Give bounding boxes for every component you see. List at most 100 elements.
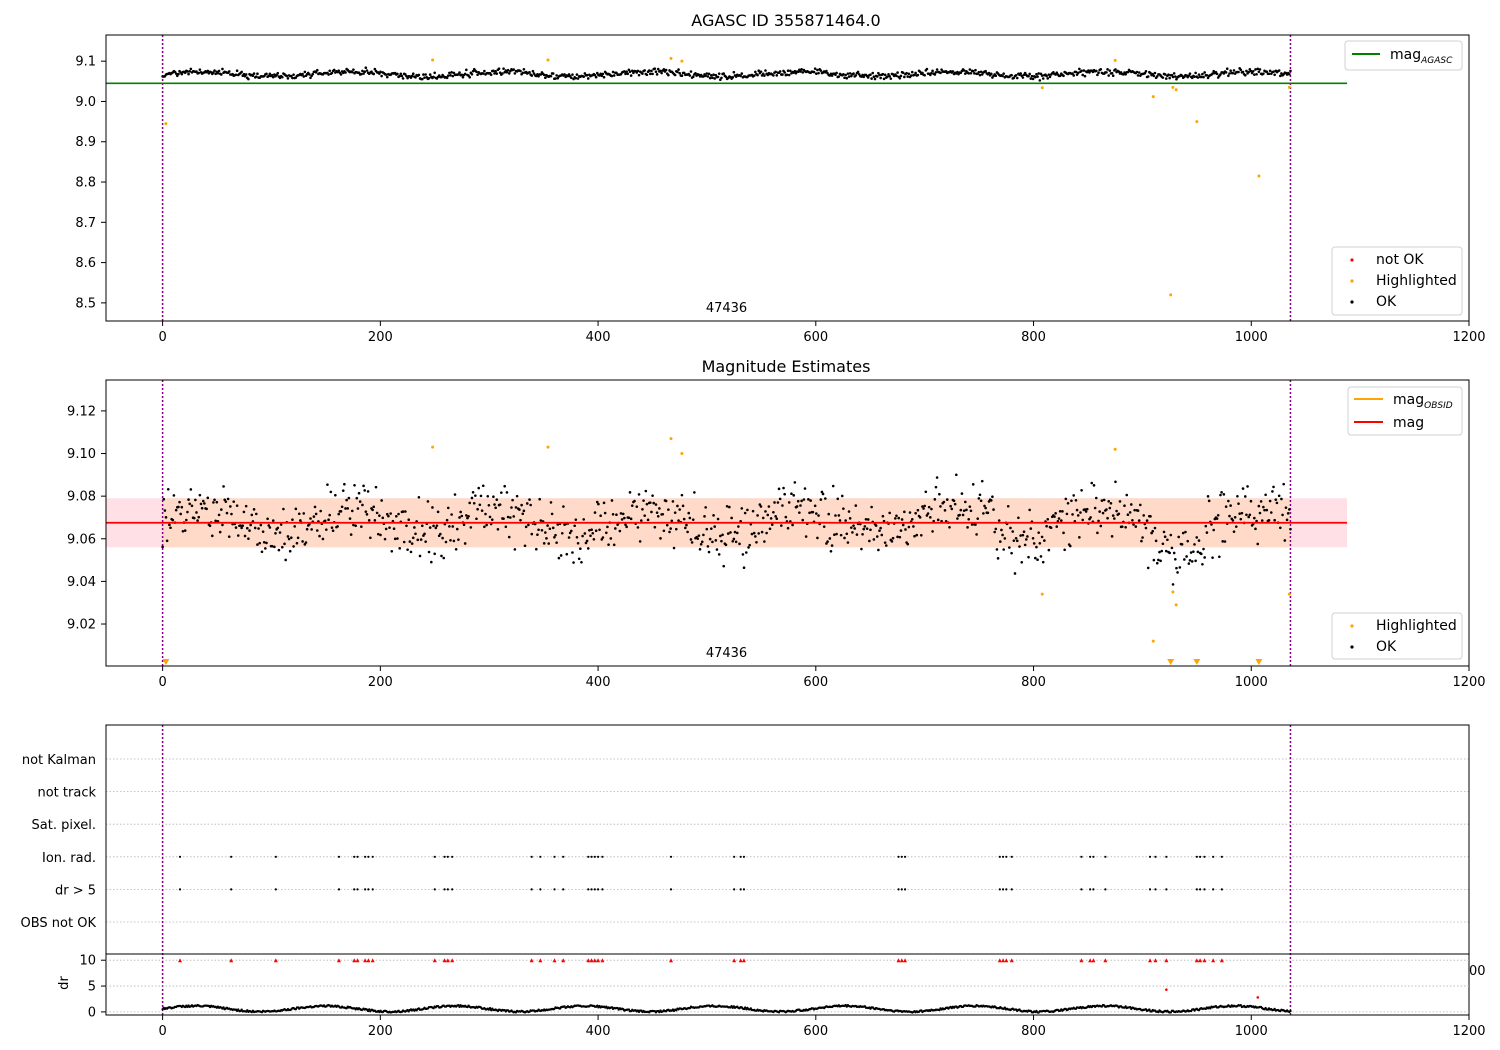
ok-point: [556, 523, 560, 526]
ok-point: [1045, 74, 1048, 78]
flag-event-marker: [1104, 855, 1107, 858]
ok-point: [1278, 526, 1282, 530]
ok-point: [321, 537, 325, 541]
ok-point: [1034, 75, 1037, 79]
flag-event-marker: [539, 888, 542, 891]
ok-point: [493, 72, 496, 75]
highlighted-point: [1171, 590, 1175, 594]
ok-point: [539, 519, 543, 522]
ok-point: [474, 494, 477, 497]
ok-point: [737, 525, 740, 528]
ok-point: [935, 68, 939, 71]
ok-point: [980, 73, 984, 76]
ok-point: [1039, 555, 1043, 558]
ok-point: [1019, 534, 1022, 537]
ok-point: [664, 68, 668, 72]
ok-point: [273, 545, 276, 549]
ok-point: [420, 77, 424, 81]
ok-point: [1238, 512, 1241, 515]
ok-point: [908, 511, 912, 514]
ok-point: [544, 531, 547, 534]
ok-point: [468, 501, 471, 505]
ok-point: [647, 69, 651, 72]
ok-point: [709, 74, 713, 77]
ok-point: [206, 69, 210, 73]
ok-point: [463, 542, 467, 545]
ok-point: [410, 74, 414, 78]
ok-point: [800, 68, 803, 71]
ok-point: [1149, 515, 1152, 518]
ok-point: [296, 536, 300, 540]
ok-point: [210, 534, 214, 538]
ok-point: [350, 509, 354, 513]
ok-point: [357, 491, 361, 495]
flag-event-marker: [1195, 888, 1198, 891]
flag-event-marker: [900, 855, 903, 858]
ok-point: [570, 76, 573, 80]
ok-point: [783, 492, 786, 496]
ok-point: [396, 537, 399, 540]
ok-point: [744, 551, 748, 554]
ok-point: [1231, 71, 1235, 75]
ok-point: [481, 484, 485, 488]
ok-point: [949, 504, 952, 508]
ok-point: [234, 73, 238, 77]
ok-point: [373, 67, 377, 71]
highlighted-point: [1174, 603, 1178, 607]
ok-point: [1247, 70, 1250, 74]
ok-point: [1224, 71, 1228, 74]
flag-event-marker: [593, 855, 596, 858]
ok-point: [726, 532, 730, 535]
ok-point: [372, 505, 376, 509]
ok-point: [1228, 514, 1231, 518]
ok-point: [1024, 538, 1028, 541]
ok-point: [936, 518, 940, 522]
ok-point: [882, 77, 886, 81]
ok-point: [680, 493, 684, 497]
ok-point: [503, 484, 506, 488]
flag-event-marker: [739, 888, 742, 891]
magnitude-points-legend: Highlighted OK: [1331, 612, 1463, 660]
ok-point: [1272, 485, 1275, 489]
ok-point: [956, 70, 959, 74]
x-tick-label: 600: [803, 1024, 828, 1039]
ok-point: [734, 540, 738, 544]
ok-point: [1010, 73, 1013, 77]
ok-point: [627, 516, 631, 520]
ok-point: [716, 517, 720, 521]
ok-point: [612, 74, 616, 77]
ok-point: [214, 72, 217, 76]
ok-point: [696, 537, 700, 540]
flag-event-marker: [596, 888, 600, 891]
ok-point: [905, 71, 908, 75]
ok-point: [278, 531, 282, 534]
ok-point: [479, 494, 483, 498]
ok-point: [959, 508, 963, 512]
ok-point: [297, 512, 301, 516]
ok-point: [688, 516, 692, 520]
ok-point: [964, 72, 967, 75]
ok-point: [551, 72, 555, 75]
flag-event-marker: [562, 888, 565, 891]
ok-point: [984, 506, 987, 510]
ok-point: [450, 71, 453, 74]
ok-point: [895, 74, 898, 78]
ok-point: [711, 76, 714, 79]
dr-y-tick-label: 5: [88, 980, 96, 995]
ok-point: [654, 503, 658, 506]
ok-point: [1170, 546, 1174, 550]
ok-point: [978, 73, 982, 77]
ok-point: [1193, 543, 1196, 546]
ok-point: [396, 72, 399, 76]
ok-point: [601, 536, 605, 539]
ok-point: [189, 67, 193, 71]
ok-point: [369, 536, 372, 540]
ok-point: [576, 541, 580, 545]
ok-point: [166, 487, 170, 491]
ok-point: [521, 71, 525, 75]
ok-point: [1142, 514, 1145, 517]
ok-point: [778, 497, 782, 501]
ok-point: [977, 70, 981, 74]
agasc-points-legend-box: [1331, 246, 1463, 316]
